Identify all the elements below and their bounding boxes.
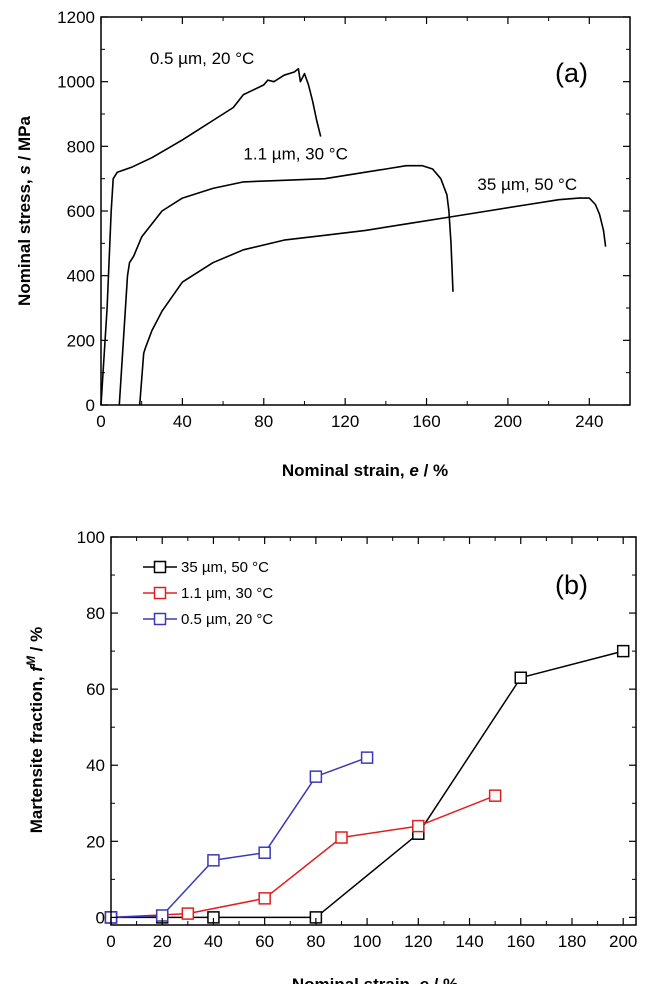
- legend-marker: [153, 586, 167, 600]
- y-tick-label: 100: [77, 528, 105, 547]
- data-point-marker: [335, 831, 348, 844]
- x-tick-label: 120: [331, 412, 359, 431]
- y-tick-label: 800: [67, 137, 95, 156]
- series-line-0: [111, 650, 624, 919]
- data-point-marker: [412, 819, 425, 833]
- data-point-marker: [258, 846, 271, 859]
- x-tick-label: 200: [609, 932, 637, 951]
- y-tick-label: 0: [86, 396, 95, 415]
- data-point-marker: [258, 892, 271, 905]
- x-tick-label: 0: [106, 932, 115, 951]
- chart-a-plot-frame: [100, 16, 631, 406]
- chart-a-ticks-layer: 0 40 80 120 160 200 240 0 200 400 600 800 1000 1200: [57, 8, 630, 431]
- martensite-fraction-chart: 0 20 40 60 80 100 120 140 160 180 200020406080100 …: [24, 528, 638, 984]
- chart-b-y-axis-label: Martensite fraction, fM / %: [24, 627, 46, 834]
- x-tick-label: 180: [558, 932, 586, 951]
- chart-a-y-axis-label: Nominal stress, s / MPa: [15, 115, 34, 305]
- x-tick-label: 60: [255, 932, 274, 951]
- data-point-marker: [360, 751, 374, 764]
- chart-a-x-axis-label: Nominal strain, e / %: [282, 461, 448, 480]
- chart-a-series-layer: [100, 67, 607, 406]
- y-tick-label: 600: [67, 202, 95, 221]
- x-tick-label: 160: [507, 932, 535, 951]
- legend-marker: [153, 612, 167, 626]
- x-tick-label: 80: [254, 412, 273, 431]
- y-tick-label: 1000: [57, 73, 95, 92]
- legend-label: 0.5 µm, 20 °C: [181, 611, 273, 628]
- y-tick-label: 200: [67, 331, 95, 350]
- chart-b-ticks-layer: 0 20 40 60 80 100 120 140 160 180 200 0 20 40 60 80 100: [77, 528, 638, 951]
- y-tick-label: 80: [86, 604, 105, 623]
- x-tick-label: 20: [153, 932, 172, 951]
- data-point-marker: [514, 671, 528, 684]
- x-tick-label: 40: [204, 932, 223, 951]
- chart-b-x-axis-label: Nominal strain, e / %: [292, 975, 458, 984]
- y-tick-label: 40: [86, 756, 105, 775]
- y-tick-label: 60: [86, 680, 105, 699]
- legend-marker: [153, 560, 167, 574]
- x-tick-label: 40: [173, 412, 192, 431]
- x-tick-label: 160: [412, 412, 440, 431]
- x-tick-label: 120: [404, 932, 432, 951]
- series-line-2: [138, 197, 607, 406]
- stress-strain-chart: 0 40 80 120 160 200 240 0 200 400 600 800 1000 1200 0…: [15, 8, 631, 480]
- x-tick-label: 80: [306, 932, 325, 951]
- data-point-marker: [309, 770, 323, 783]
- legend-label: 1.1 µm, 30 °C: [181, 585, 273, 602]
- data-point-marker: [181, 907, 195, 920]
- chart-b-panel-label: (b): [555, 570, 588, 600]
- data-point-marker: [207, 854, 220, 867]
- x-tick-label: 140: [455, 932, 483, 951]
- series-line-2: [110, 756, 368, 919]
- chart-a-annotation-layer: 0.5 µm, 20 °C 1.1 µm, 30 °C 35 µm, 50 °C: [150, 49, 577, 194]
- series-annotation: 35 µm, 50 °C: [477, 175, 577, 194]
- y-tick-label: 20: [86, 832, 105, 851]
- series-annotation: 0.5 µm, 20 °C: [150, 49, 254, 68]
- chart-b-plot-frame: [110, 536, 637, 926]
- x-tick-label: 100: [353, 932, 381, 951]
- series-line-0: [100, 67, 322, 406]
- legend-label: 35 µm, 50 °C: [181, 559, 269, 576]
- x-tick-label: 200: [494, 412, 522, 431]
- chart-b-series-layer: [104, 644, 630, 924]
- data-point-marker: [616, 644, 630, 658]
- x-tick-label: 240: [575, 412, 603, 431]
- series-line-1: [118, 164, 454, 406]
- series-line-1: [110, 795, 496, 919]
- y-tick-label: 1200: [57, 8, 95, 27]
- chart-b-legend: 35 µm, 50 °C 1.1 µm, 30 °C 0.5 µm, 20 °C: [143, 559, 273, 628]
- x-tick-label: 0: [96, 412, 105, 431]
- y-tick-label: 400: [67, 267, 95, 286]
- data-point-marker: [488, 789, 502, 802]
- chart-a-panel-label: (a): [555, 58, 588, 88]
- series-annotation: 1.1 µm, 30 °C: [243, 144, 347, 163]
- y-tick-label: 0: [96, 908, 105, 927]
